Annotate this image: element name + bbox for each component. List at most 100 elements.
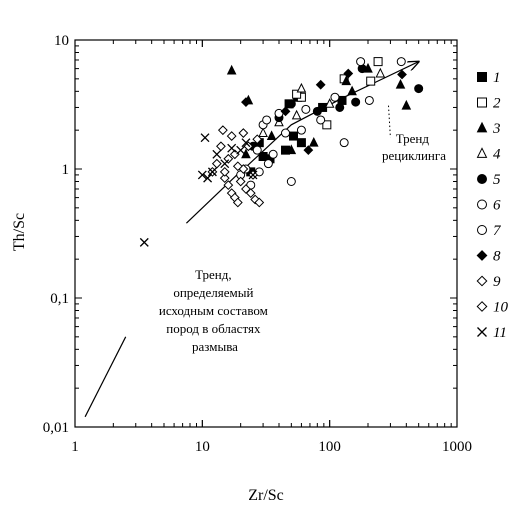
data-point-series-7 — [281, 128, 291, 138]
x-axis-title: Zr/Sc — [248, 487, 284, 504]
data-point-series-11 — [203, 173, 213, 183]
legend-marker-2 — [477, 97, 487, 108]
data-point-series-3 — [308, 136, 319, 147]
data-point-series-11 — [212, 149, 222, 159]
recycling-trend-line-1: Тренд — [396, 131, 430, 146]
data-point-series-7 — [262, 115, 272, 125]
data-point-series-6 — [263, 159, 273, 169]
data-point-series-11 — [241, 138, 251, 148]
data-point-series-3 — [226, 64, 237, 75]
x-tick-label: 1 — [71, 439, 79, 455]
data-point-series-8 — [315, 79, 326, 90]
legend-label-2: 2 — [493, 96, 501, 112]
source-trend-line-1: Тренд, — [195, 267, 232, 282]
legend: 1 2 3 4 5 6 7 8 9 10 11 — [476, 70, 509, 341]
data-point-series-4 — [258, 127, 268, 137]
legend-label-1: 1 — [493, 70, 501, 86]
data-point-series-11 — [200, 133, 210, 143]
data-point-series-7 — [296, 125, 306, 135]
data-point-series-10 — [211, 158, 222, 169]
data-point-series-8 — [397, 69, 407, 80]
x-tick-label: 100 — [318, 439, 341, 455]
data-point-series-4 — [375, 67, 386, 78]
data-point-series-11 — [236, 145, 246, 155]
data-point-series-5 — [286, 99, 296, 109]
data-point-series-1 — [258, 151, 268, 161]
data-point-series-7 — [268, 149, 278, 159]
legend-marker-5 — [477, 174, 487, 184]
data-point-series-9 — [245, 188, 256, 199]
legend-marker-9 — [476, 275, 488, 287]
data-point-series-6 — [286, 177, 296, 187]
source-trend-annotation: Тренд, определяемый исходным составом по… — [159, 267, 271, 354]
data-point-series-5 — [414, 84, 424, 94]
x-tick-label: 1000 — [442, 439, 472, 455]
legend-marker-7 — [477, 225, 487, 235]
data-point-series-11 — [220, 159, 230, 169]
data-point-series-9 — [216, 141, 226, 152]
data-point-series-4 — [324, 98, 335, 108]
data-point-series-3 — [347, 85, 357, 96]
y-tick-label: 1 — [62, 162, 70, 178]
y-axis-title: Th/Sc — [11, 213, 28, 251]
data-point-series-9 — [235, 176, 246, 187]
data-point-series-2 — [322, 120, 332, 130]
data-point-series-3 — [401, 99, 412, 110]
data-point-series-3 — [286, 144, 297, 155]
source-trend-line-2: определяемый — [173, 285, 253, 300]
data-point-series-11 — [248, 170, 258, 180]
data-point-series-3 — [266, 130, 277, 141]
data-point-series-6 — [396, 57, 406, 67]
data-point-series-2 — [292, 89, 302, 99]
data-point-series-4 — [296, 82, 307, 93]
data-point-series-3 — [241, 148, 251, 159]
data-point-series-10 — [232, 161, 243, 172]
data-point-series-1 — [296, 138, 306, 148]
data-point-series-8 — [241, 97, 251, 108]
data-point-series-5 — [335, 102, 345, 112]
data-point-series-7 — [316, 115, 326, 125]
data-point-series-6 — [364, 95, 374, 105]
data-point-series-9 — [223, 180, 234, 191]
data-point-series-6 — [356, 57, 366, 67]
legend-marker-4 — [476, 147, 488, 158]
data-point-series-1 — [289, 131, 299, 141]
data-point-series-7 — [330, 92, 340, 102]
legend-marker-10 — [476, 301, 488, 312]
source-trend-line-3: исходным составом — [159, 303, 268, 318]
recycling-trend-line-2: рециклинга — [382, 148, 446, 163]
data-point-series-3 — [341, 75, 352, 86]
data-point-series-10 — [226, 131, 237, 141]
x-tick-label: 10 — [195, 439, 210, 455]
legend-label-9: 9 — [493, 274, 501, 290]
data-point-series-3 — [395, 79, 406, 89]
trend-line-recycling-leader — [388, 105, 391, 138]
data-point-series-9 — [217, 125, 228, 136]
data-point-series-11 — [197, 170, 207, 180]
legend-marker-11 — [477, 327, 487, 337]
data-point-series-6 — [301, 104, 311, 114]
plot-frame — [74, 39, 458, 428]
data-point-series-10 — [219, 166, 230, 177]
data-point-series-11 — [207, 167, 217, 177]
legend-label-3: 3 — [492, 121, 501, 137]
data-point-series-8 — [343, 68, 354, 79]
legend-label-5: 5 — [493, 172, 501, 188]
data-point-series-6 — [252, 145, 262, 155]
trend-line-source-upper — [185, 165, 247, 224]
legend-marker-3 — [476, 121, 488, 133]
data-point-series-10 — [238, 128, 249, 138]
recycling-trend-annotation: Тренд рециклинга — [382, 131, 446, 163]
legend-marker-8 — [476, 250, 488, 261]
source-trend-line-4: пород в областях — [166, 321, 261, 336]
data-point-series-11 — [139, 237, 149, 247]
legend-marker-6 — [477, 199, 487, 210]
trend-line-source — [84, 336, 127, 418]
data-point-series-11 — [227, 143, 237, 153]
data-point-series-10 — [252, 134, 263, 145]
legend-label-11: 11 — [493, 325, 507, 341]
legend-label-6: 6 — [493, 198, 501, 214]
data-point-series-6 — [339, 138, 349, 148]
legend-label-8: 8 — [493, 249, 501, 265]
